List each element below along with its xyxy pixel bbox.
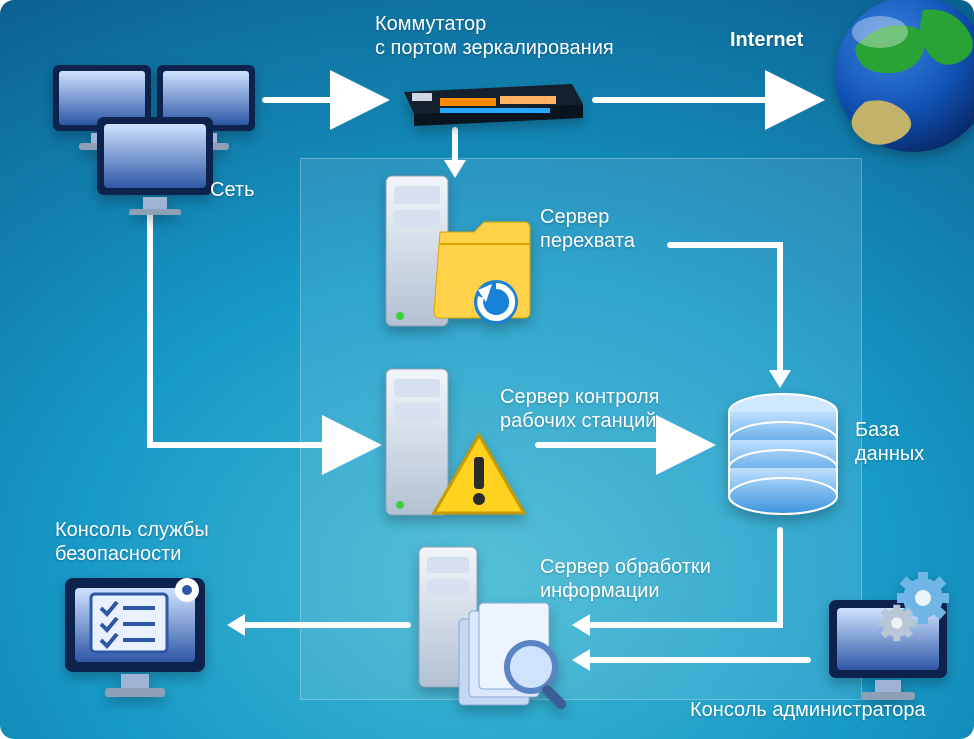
admin-console-icon bbox=[815, 570, 970, 705]
globe-icon bbox=[825, 0, 974, 162]
database-icon bbox=[718, 390, 848, 530]
internet-label: Internet bbox=[730, 28, 803, 52]
capture-server-icon bbox=[380, 170, 540, 345]
database-label: База данных bbox=[855, 418, 924, 466]
processing-label: Сервер обработки информации bbox=[540, 555, 711, 603]
network-label: Сеть bbox=[210, 178, 254, 202]
security-console-icon bbox=[55, 560, 230, 710]
switch-icon bbox=[400, 78, 585, 128]
admin-console-label: Консоль администратора bbox=[690, 698, 926, 722]
wscontrol-label: Сервер контроля рабочих станций bbox=[500, 385, 660, 433]
switch-label: Коммутатор с портом зеркалирования bbox=[375, 12, 614, 60]
sec-console-label: Консоль службы безопасности bbox=[55, 518, 209, 566]
capture-label: Сервер перехвата bbox=[540, 205, 635, 253]
